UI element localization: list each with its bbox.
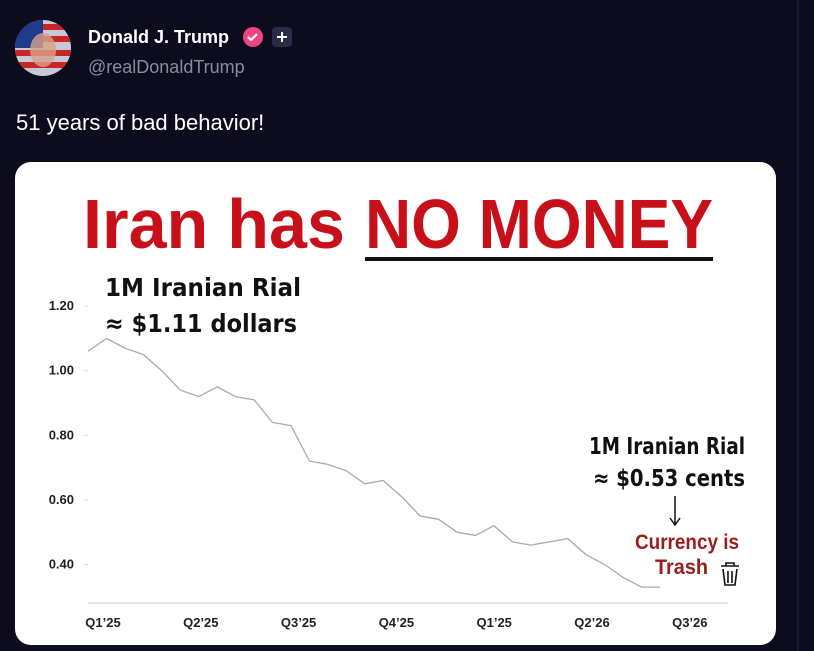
chart-title: Iran has bbox=[83, 185, 345, 263]
annotation: ≈ $0.53 cents bbox=[593, 466, 745, 492]
post-text: 51 years of bad behavior! bbox=[16, 110, 264, 135]
y-tick-label: 1.20 bbox=[49, 298, 74, 313]
chart-card[interactable] bbox=[15, 162, 776, 645]
arrow bbox=[669, 496, 681, 527]
avatar[interactable] bbox=[15, 20, 71, 76]
x-tick-label: Q3’25 bbox=[281, 615, 316, 630]
line bbox=[87, 337, 660, 588]
chart-title-emphasis: NO MONEY bbox=[365, 185, 713, 263]
x-tick-label: Q1’25 bbox=[476, 615, 511, 630]
x-tick-label: Q3’26 bbox=[672, 615, 707, 630]
y-tick-label: 1.00 bbox=[49, 363, 74, 378]
x-tick-label: Q4’25 bbox=[379, 615, 414, 630]
author-handle[interactable]: @realDonaldTrump bbox=[88, 57, 245, 77]
verified-check bbox=[247, 33, 258, 42]
annotation: ≈ $1.11 dollars bbox=[105, 309, 297, 338]
plus-icon bbox=[277, 32, 287, 42]
y-tick-label: 0.60 bbox=[49, 492, 74, 507]
x-tick-label: Q2’26 bbox=[574, 615, 609, 630]
y-tick-label: 0.40 bbox=[49, 556, 74, 571]
y-tick-label: 0.80 bbox=[49, 427, 74, 442]
annotation: 1M Iranian Rial bbox=[589, 434, 745, 460]
annotation: Trash bbox=[655, 556, 708, 579]
annotation: Currency is bbox=[635, 531, 739, 554]
author-name[interactable]: Donald J. Trump bbox=[88, 27, 229, 47]
x-tick-label: Q2’25 bbox=[183, 615, 218, 630]
x-tick-label: Q1’25 bbox=[85, 615, 120, 630]
trash-icon bbox=[721, 562, 739, 586]
annotation: 1M Iranian Rial bbox=[105, 273, 301, 302]
